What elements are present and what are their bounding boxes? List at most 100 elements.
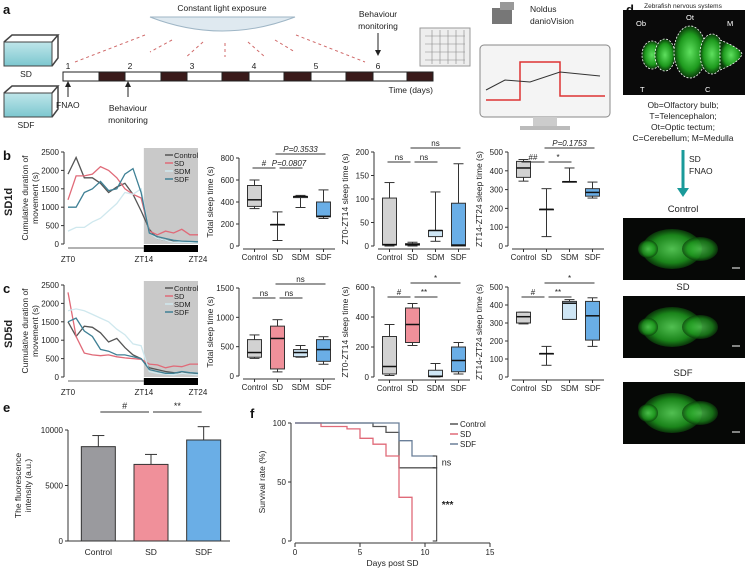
- y-tick-label: 1000: [41, 336, 59, 345]
- danio-vision-device: Noldus danioVision: [419, 2, 611, 130]
- y-tick-label: 500: [46, 355, 60, 364]
- day-night-bar: [62, 71, 434, 82]
- dark-phase-shading: [143, 148, 198, 244]
- panel-label-a: a: [3, 2, 11, 17]
- y-tick-label: 2000: [41, 299, 59, 308]
- box-iqr: [247, 339, 262, 358]
- box-iqr: [516, 160, 531, 178]
- significance-label: ns: [285, 289, 293, 298]
- significance-label: P=0.0807: [272, 159, 307, 168]
- y-tick-label: 1500: [41, 318, 59, 327]
- day-2: 2: [128, 61, 133, 71]
- brain-shape: [638, 404, 658, 422]
- box-iqr: [382, 197, 397, 246]
- y-tick-label: 400: [490, 301, 504, 310]
- y-axis-label: ZT0-ZT14 sleep time (s): [340, 153, 350, 244]
- dark-phase-shading: [143, 281, 198, 377]
- day-5: 5: [314, 61, 319, 71]
- day-6: 6: [376, 61, 381, 71]
- x-tick-label: ZT14: [134, 388, 153, 397]
- y-tick-label: 500: [490, 148, 504, 157]
- significance-label: ns: [431, 139, 439, 148]
- x-tick-label: SDM: [427, 384, 445, 393]
- y-tick-label: 400: [356, 313, 370, 322]
- chart-c-zt0-14: 0 200 400 600 ZT0-ZT14 sleep time (s) Control…: [340, 274, 470, 393]
- behaviour-bottom-line2: monitoring: [108, 115, 148, 125]
- y-tick-label: 50: [277, 478, 286, 487]
- x-tick-label: ZT14: [134, 255, 153, 264]
- x-tick-label: SD: [272, 383, 283, 392]
- significance-label: **: [174, 401, 182, 411]
- x-tick-label: ZT0: [61, 388, 76, 397]
- y-tick-label: 150: [356, 172, 370, 181]
- time-axis-label: Time (days): [388, 85, 433, 95]
- x-tick-label: SD: [272, 253, 283, 262]
- x-tick-label: SD: [145, 547, 157, 557]
- series-line-sdm: [67, 187, 199, 244]
- x-tick-label: Control: [377, 253, 403, 262]
- box-sdf: [451, 163, 466, 247]
- y-tick-label: 0: [499, 373, 504, 382]
- day-3: 3: [190, 61, 195, 71]
- box-iqr: [316, 339, 331, 362]
- y-tick-label: 5000: [45, 482, 63, 491]
- x-tick-label: SDM: [292, 383, 310, 392]
- panel-label-f: f: [250, 406, 255, 421]
- tank-sd-label: SD: [20, 69, 32, 79]
- x-tick-label: ZT24: [189, 255, 208, 264]
- x-tick-label: SDF: [585, 384, 601, 393]
- chart-b-total: 0 200 400 600 800 Total sleep time (s) Control…: [205, 145, 335, 262]
- legend-line-3: Ot=Optic tectum;: [651, 122, 715, 132]
- y-axis-label: The fluorescence: [13, 453, 23, 518]
- brain-shape: [642, 307, 702, 347]
- significance-bracket: [432, 467, 438, 542]
- x-tick-label: 0: [293, 548, 298, 557]
- y-tick-label: 2500: [41, 148, 59, 157]
- chart-b-line: 0 500 1000 1500 2000 2500 Cumulative duration …: [20, 148, 208, 264]
- x-tick-label: 10: [421, 548, 430, 557]
- box-sdf: [316, 189, 331, 219]
- box-sdf: [585, 297, 600, 347]
- chart-e-bar: 0 5000 10000 The fluorescence intensity (a.u…: [13, 401, 230, 557]
- significance-label: *: [556, 153, 559, 162]
- y-axis-label: Survival rate (%): [257, 450, 267, 513]
- brain-image-control: [623, 218, 745, 280]
- y-tick-label: 0: [282, 537, 287, 546]
- y-tick-label: 2000: [41, 166, 59, 175]
- significance-label: ns: [442, 457, 452, 467]
- legend-label: SDM: [174, 167, 191, 176]
- significance-label: P=0.1753: [552, 139, 587, 148]
- box-sd: [405, 241, 420, 247]
- box-control: [382, 324, 397, 376]
- brain-shape: [682, 401, 718, 425]
- region-t: T: [640, 85, 645, 94]
- series-line-sdf: [67, 317, 199, 374]
- brain-shape: [642, 229, 702, 269]
- y-axis-label: intensity (a.u.): [23, 459, 33, 513]
- y-tick-label: 50: [360, 219, 369, 228]
- dark-phase-bar: [143, 245, 198, 252]
- legend-label: SDF: [174, 175, 189, 184]
- box-iqr: [270, 325, 285, 370]
- box-iqr: [451, 346, 466, 373]
- y-tick-label: 0: [55, 373, 60, 382]
- panel-label-e: e: [3, 400, 10, 415]
- image-label-sdf: SDF: [674, 368, 693, 379]
- box-iqr: [516, 311, 531, 324]
- y-tick-label: 300: [490, 186, 504, 195]
- y-tick-label: 600: [221, 176, 235, 185]
- chart-b-zt14-24: 0 100 200 300 400 500 ZT14-ZT24 sleep time (s)…: [474, 139, 604, 262]
- y-tick-label: 800: [221, 154, 235, 163]
- y-axis-label: Total sleep time (s): [205, 166, 215, 237]
- x-tick-label: Control: [242, 383, 268, 392]
- box-iqr: [451, 202, 466, 247]
- panel-label-d: d: [626, 2, 634, 17]
- brain-regions: [641, 25, 743, 79]
- significance-label: **: [555, 288, 561, 297]
- y-tick-label: 200: [490, 337, 504, 346]
- legend-label: SDM: [174, 300, 191, 309]
- survival-curve-control: [295, 422, 436, 469]
- box-sdf: [316, 336, 331, 365]
